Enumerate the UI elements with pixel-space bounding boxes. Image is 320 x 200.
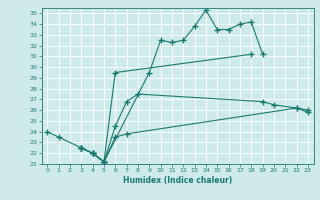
X-axis label: Humidex (Indice chaleur): Humidex (Indice chaleur)	[123, 176, 232, 185]
